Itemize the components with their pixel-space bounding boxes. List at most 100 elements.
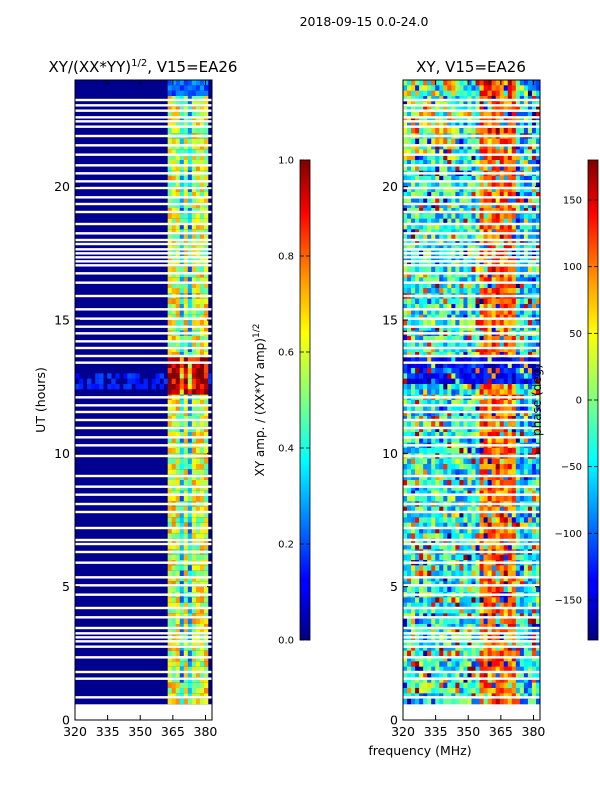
cell (491, 160, 496, 166)
cell (459, 85, 464, 91)
cell (527, 266, 533, 273)
cell (459, 618, 464, 625)
cell (459, 346, 464, 353)
cell (423, 421, 428, 427)
cell (167, 650, 173, 657)
cell (447, 389, 452, 395)
cell (411, 192, 416, 198)
cell (427, 112, 432, 118)
cell (411, 149, 416, 155)
gap-line (75, 426, 212, 430)
cell (407, 288, 412, 294)
cell (495, 192, 501, 198)
cell (203, 192, 209, 198)
cell (183, 357, 189, 363)
cell (531, 448, 537, 454)
cell (427, 608, 432, 614)
gap-line (75, 317, 212, 320)
cell (403, 618, 408, 625)
cell (519, 432, 525, 438)
cell (463, 277, 468, 283)
cell (471, 138, 476, 145)
cell (415, 346, 420, 353)
cell (459, 608, 464, 614)
cell (535, 90, 540, 97)
cell (471, 437, 476, 443)
row (75, 506, 212, 513)
cell (535, 186, 540, 193)
cell (507, 608, 513, 614)
cell (443, 234, 448, 241)
cell (431, 474, 436, 481)
cell (459, 277, 464, 283)
cell (467, 485, 472, 491)
cell (483, 266, 488, 273)
row (75, 656, 212, 662)
cell (463, 565, 468, 571)
cell (167, 272, 173, 278)
cell (451, 304, 456, 310)
cell (435, 528, 440, 534)
gap-line (75, 134, 212, 138)
cell (415, 506, 420, 513)
cell (467, 256, 472, 262)
cell (199, 357, 205, 363)
cell (415, 224, 420, 230)
cell (191, 197, 197, 203)
cell (183, 448, 189, 454)
cell (495, 176, 501, 182)
cell (535, 138, 540, 145)
cell (467, 90, 472, 97)
cell (535, 565, 540, 571)
cell (503, 288, 509, 294)
cell (195, 645, 201, 651)
cell (479, 517, 484, 523)
cell (447, 506, 452, 513)
cell (507, 154, 513, 161)
cell (515, 357, 521, 363)
cell (455, 496, 460, 502)
cell (471, 362, 476, 369)
cell (195, 192, 201, 198)
cell (535, 304, 540, 310)
cell (455, 80, 460, 86)
cell (483, 256, 488, 262)
cell (527, 149, 533, 155)
cell (475, 224, 480, 230)
cell (523, 400, 529, 406)
cell (479, 480, 484, 486)
gap-line (75, 260, 212, 263)
cell (427, 85, 432, 91)
cell (411, 608, 416, 614)
cell (167, 346, 173, 353)
cell (447, 197, 452, 203)
cell (407, 320, 412, 326)
row (75, 362, 212, 369)
cell (415, 341, 420, 347)
cell (179, 272, 185, 278)
cell (535, 570, 540, 577)
cell (447, 186, 452, 193)
cell (427, 346, 432, 353)
row (75, 218, 212, 225)
cell (175, 234, 181, 241)
cell (199, 576, 205, 582)
cell (435, 421, 440, 427)
cell (183, 309, 189, 315)
cell (459, 602, 464, 609)
cell (535, 85, 540, 91)
cell (167, 176, 173, 182)
cell (527, 165, 533, 171)
cell (427, 298, 432, 305)
cell (179, 480, 185, 486)
cell (431, 272, 436, 278)
cell (171, 522, 177, 529)
cell (423, 128, 428, 134)
cell (511, 266, 517, 273)
cell (527, 277, 533, 283)
cell (511, 421, 517, 427)
cell (519, 272, 525, 278)
cell (195, 277, 201, 283)
cell (519, 282, 525, 289)
cell (471, 165, 476, 171)
